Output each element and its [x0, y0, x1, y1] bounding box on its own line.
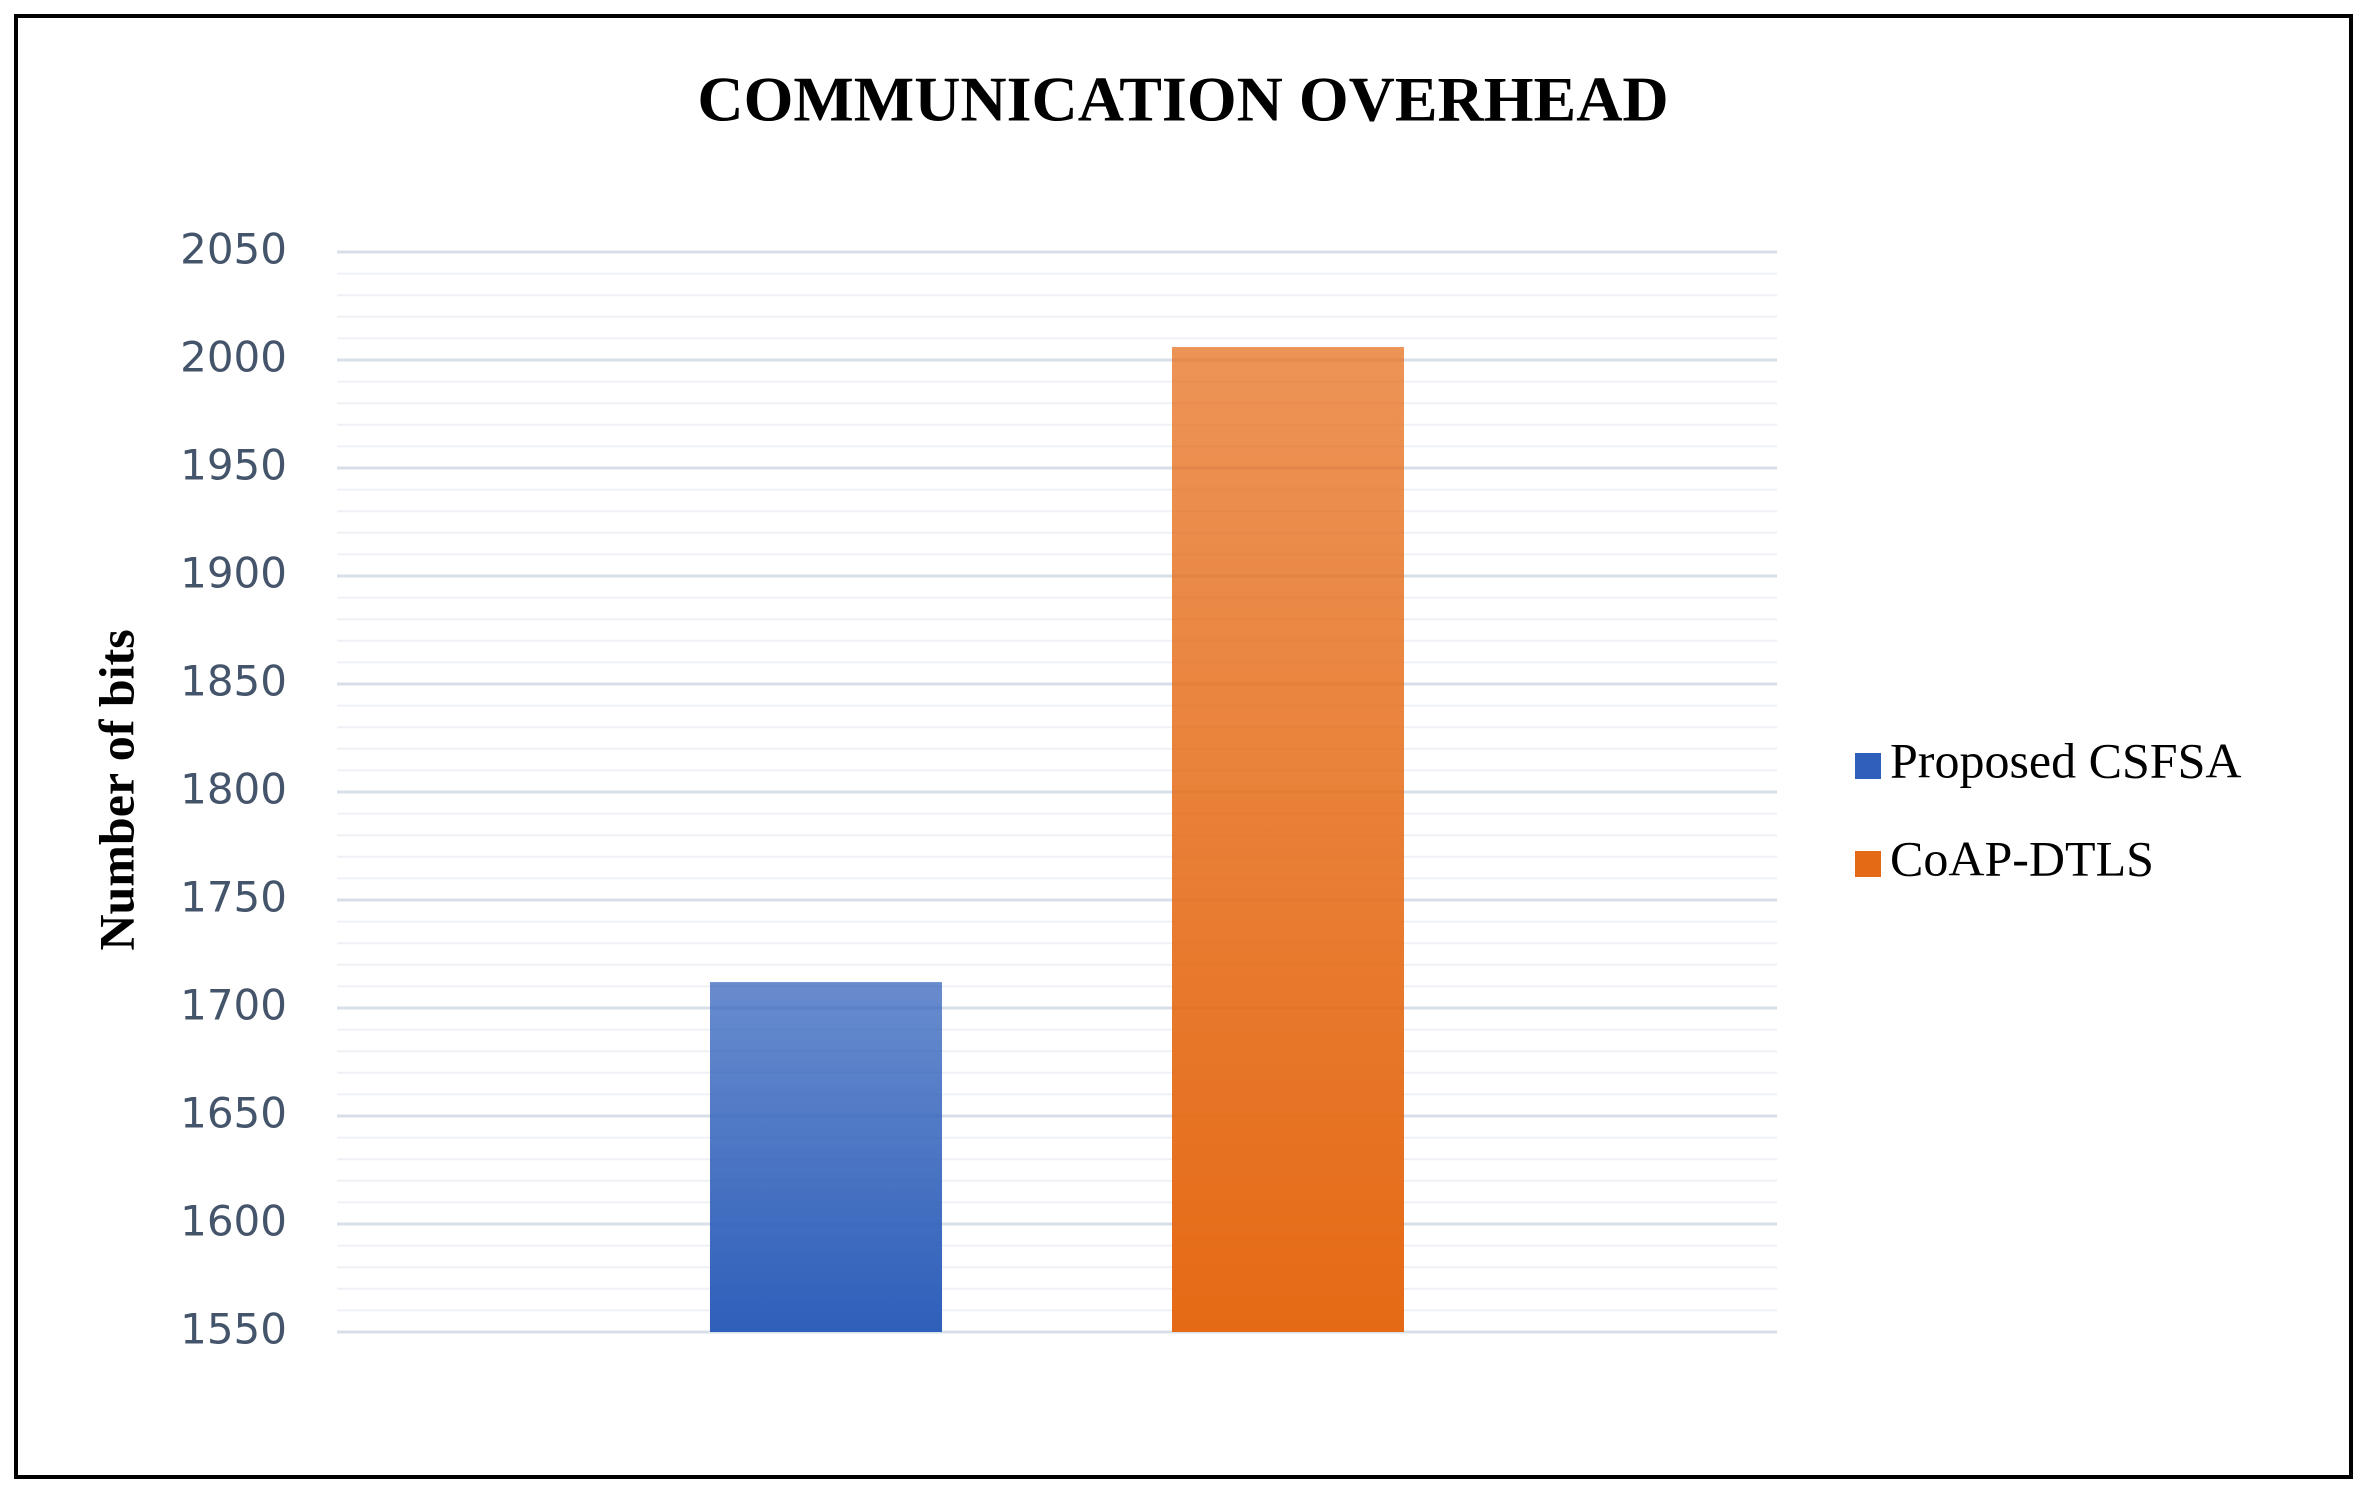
y-tick-label: 1750 [180, 873, 287, 922]
y-tick-label: 1650 [180, 1089, 287, 1138]
y-tick-label: 1950 [180, 441, 287, 490]
bar [710, 982, 942, 1332]
y-axis-label: Number of bits [88, 629, 144, 950]
bar [1172, 347, 1404, 1332]
legend-label: Proposed CSFSA [1890, 732, 2242, 788]
y-tick-label: 1850 [180, 657, 287, 706]
legend-swatch [1855, 753, 1881, 779]
chart-title: COMMUNICATION OVERHEAD [697, 64, 1668, 135]
y-tick-label: 1700 [180, 981, 287, 1030]
y-tick-label: 2050 [180, 225, 287, 274]
y-tick-label: 1900 [180, 549, 287, 598]
legend-swatch [1855, 851, 1881, 877]
legend-label: CoAP-DTLS [1890, 830, 2154, 886]
y-tick-label: 1550 [180, 1305, 287, 1354]
y-tick-label: 1600 [180, 1197, 287, 1246]
y-tick-label: 1800 [180, 765, 287, 814]
y-tick-label: 2000 [180, 333, 287, 382]
